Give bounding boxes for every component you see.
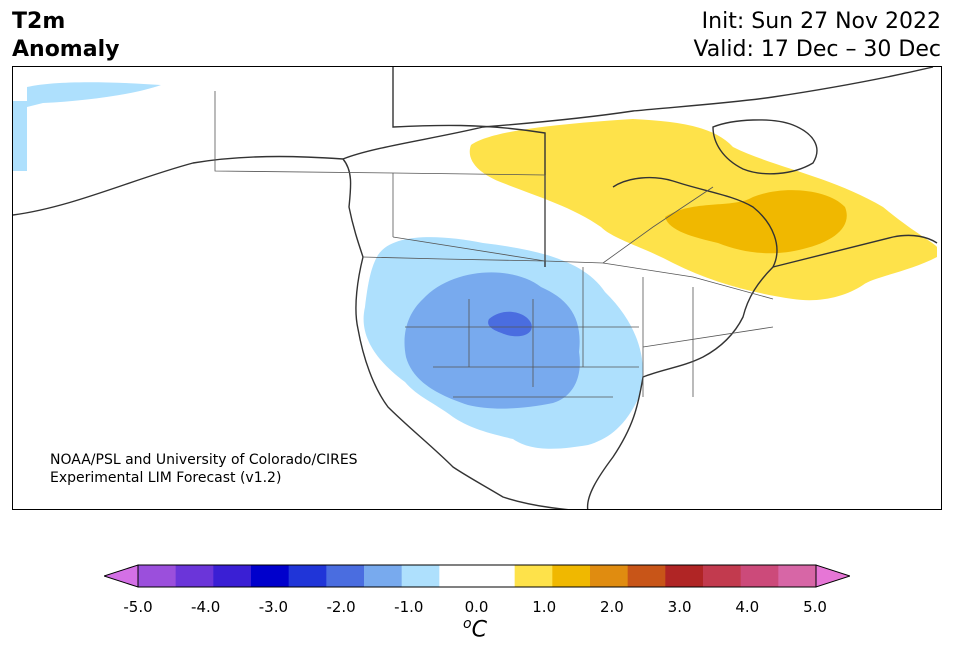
colorbar-cell [288,565,327,587]
colorbar-cell [326,565,365,587]
colorbar-cell [665,565,704,587]
colorbar-tick-label: -1.0 [394,598,424,616]
colorbar-tick-label: -2.0 [326,598,356,616]
colorbar-high-extension [815,564,850,588]
colorbar-cell [627,565,666,587]
colorbar-tick-label: -3.0 [258,598,289,616]
units-label: C [471,617,487,643]
degree-symbol: o [463,616,472,632]
colorbar-outline [137,564,817,588]
coastlines [13,67,938,509]
map-panel: NOAA/PSL and University of Colorado/CIRE… [12,66,942,510]
colorbar-cell [590,565,629,587]
political-borders [214,91,774,398]
colorbar-low-extension [104,564,139,588]
colorbar-tick-label: 4.0 [735,598,760,616]
colorbar-tick-label: 2.0 [599,598,624,616]
colorbar-cell [251,565,290,587]
colorbar-cell [364,565,403,587]
colorbar [104,564,850,588]
colorbar-tick-label: 5.0 [803,598,827,616]
colorbar-units: oC [463,616,487,642]
forecast-dates: Init: Sun 27 Nov 2022 Valid: 17 Dec – 30… [693,8,941,64]
anomaly-map [13,67,938,509]
cold-anomaly-medium [404,272,580,409]
colorbar-cell [477,565,516,587]
credit-line-2: Experimental LIM Forecast (v1.2) [50,470,282,486]
colorbar-cells [138,565,817,587]
valid-date-range: Valid: 17 Dec – 30 Dec [693,37,941,62]
colorbar-cell [740,565,779,587]
colorbar-cell [439,565,478,587]
colorbar-tick-label: -4.0 [191,598,221,616]
cold-anomaly-dark [488,311,532,337]
colorbar-tick-labels: -5.0 -4.0 -3.0 -2.0 -1.0 0.0 1.0 2.0 3.0 4.0 5.0 [0,598,953,618]
colorbar-cell [213,565,252,587]
colorbar-cell [138,565,177,587]
colorbar-cell [778,565,817,587]
colorbar-cell [703,565,742,587]
warm-anomaly-medium [665,190,847,254]
map-title: T2m Anomaly [12,8,119,64]
colorbar-tick-label: -5.0 [123,598,153,616]
colorbar-cell [552,565,591,587]
colorbar-tick-label: 0.0 [464,598,489,616]
colorbar-cell [401,565,440,587]
title-line-1: T2m [12,9,66,34]
colorbar-cell [175,565,214,587]
init-date: Init: Sun 27 Nov 2022 [701,9,941,34]
data-credit: NOAA/PSL and University of Colorado/CIRE… [50,451,358,487]
colorbar-tick-label: 3.0 [667,598,692,616]
title-line-2: Anomaly [12,37,120,62]
colorbar-tick-label: 1.0 [532,598,557,616]
credit-line-1: NOAA/PSL and University of Colorado/CIRE… [50,452,358,468]
colorbar-cell [514,565,553,587]
